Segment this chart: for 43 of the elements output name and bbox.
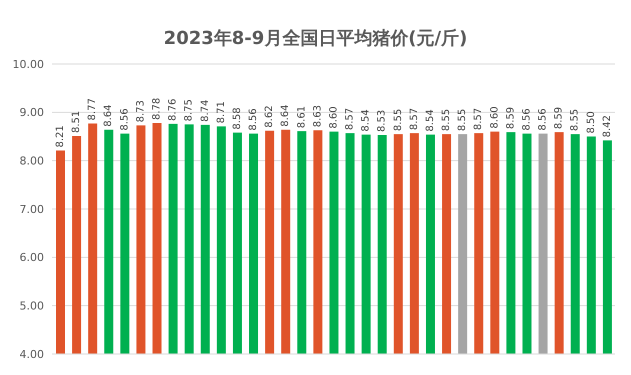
data-label: 8.50 <box>586 111 597 134</box>
data-label: 8.71 <box>216 101 227 124</box>
data-label: 8.77 <box>87 98 98 120</box>
data-label: 8.55 <box>441 108 452 132</box>
y-tick-label: 8.00 <box>20 154 44 168</box>
data-label: 8.73 <box>135 100 146 122</box>
data-label: 8.55 <box>392 108 404 132</box>
data-label: 8.56 <box>119 108 130 131</box>
y-tick-label: 9.00 <box>20 106 44 120</box>
data-label: 8.62 <box>264 105 276 128</box>
data-label: 8.76 <box>168 98 179 121</box>
y-tick-label: 4.00 <box>20 348 44 361</box>
data-label: 8.21 <box>55 125 66 148</box>
data-label: 8.53 <box>376 110 388 132</box>
data-label: 8.57 <box>408 108 420 130</box>
y-tick-label: 5.00 <box>20 300 44 313</box>
data-label: 8.55 <box>457 108 468 132</box>
data-label: 8.42 <box>602 115 613 138</box>
data-label: 8.60 <box>328 106 340 129</box>
data-label: 8.61 <box>296 106 308 128</box>
data-label: 8.60 <box>489 106 500 129</box>
data-label: 8.64 <box>103 104 114 127</box>
data-label: 8.56 <box>521 108 532 131</box>
data-label: 8.56 <box>248 108 260 131</box>
data-label: 8.54 <box>360 109 372 132</box>
data-label: 8.57 <box>344 108 356 130</box>
data-label: 8.59 <box>554 106 565 130</box>
data-label: 8.55 <box>570 108 581 132</box>
data-label: 8.51 <box>71 110 82 134</box>
data-label: 8.59 <box>505 106 516 130</box>
data-label: 8.57 <box>473 108 484 130</box>
data-label: 8.78 <box>152 98 163 120</box>
data-label: 8.63 <box>312 104 324 128</box>
y-tick-label: 7.00 <box>20 202 44 216</box>
data-label: 8.75 <box>184 99 195 122</box>
data-label: 8.56 <box>538 108 549 131</box>
data-label: 8.74 <box>200 100 211 122</box>
data-label: 8.64 <box>280 104 292 127</box>
y-tick-label: 10.00 <box>12 58 44 71</box>
data-label: 8.54 <box>424 109 436 132</box>
y-tick-label: 6.00 <box>20 251 44 264</box>
chart-title: 2023年8-9月全国日平均猪价(元/斤) <box>162 27 468 51</box>
data-label: 8.58 <box>232 107 243 130</box>
